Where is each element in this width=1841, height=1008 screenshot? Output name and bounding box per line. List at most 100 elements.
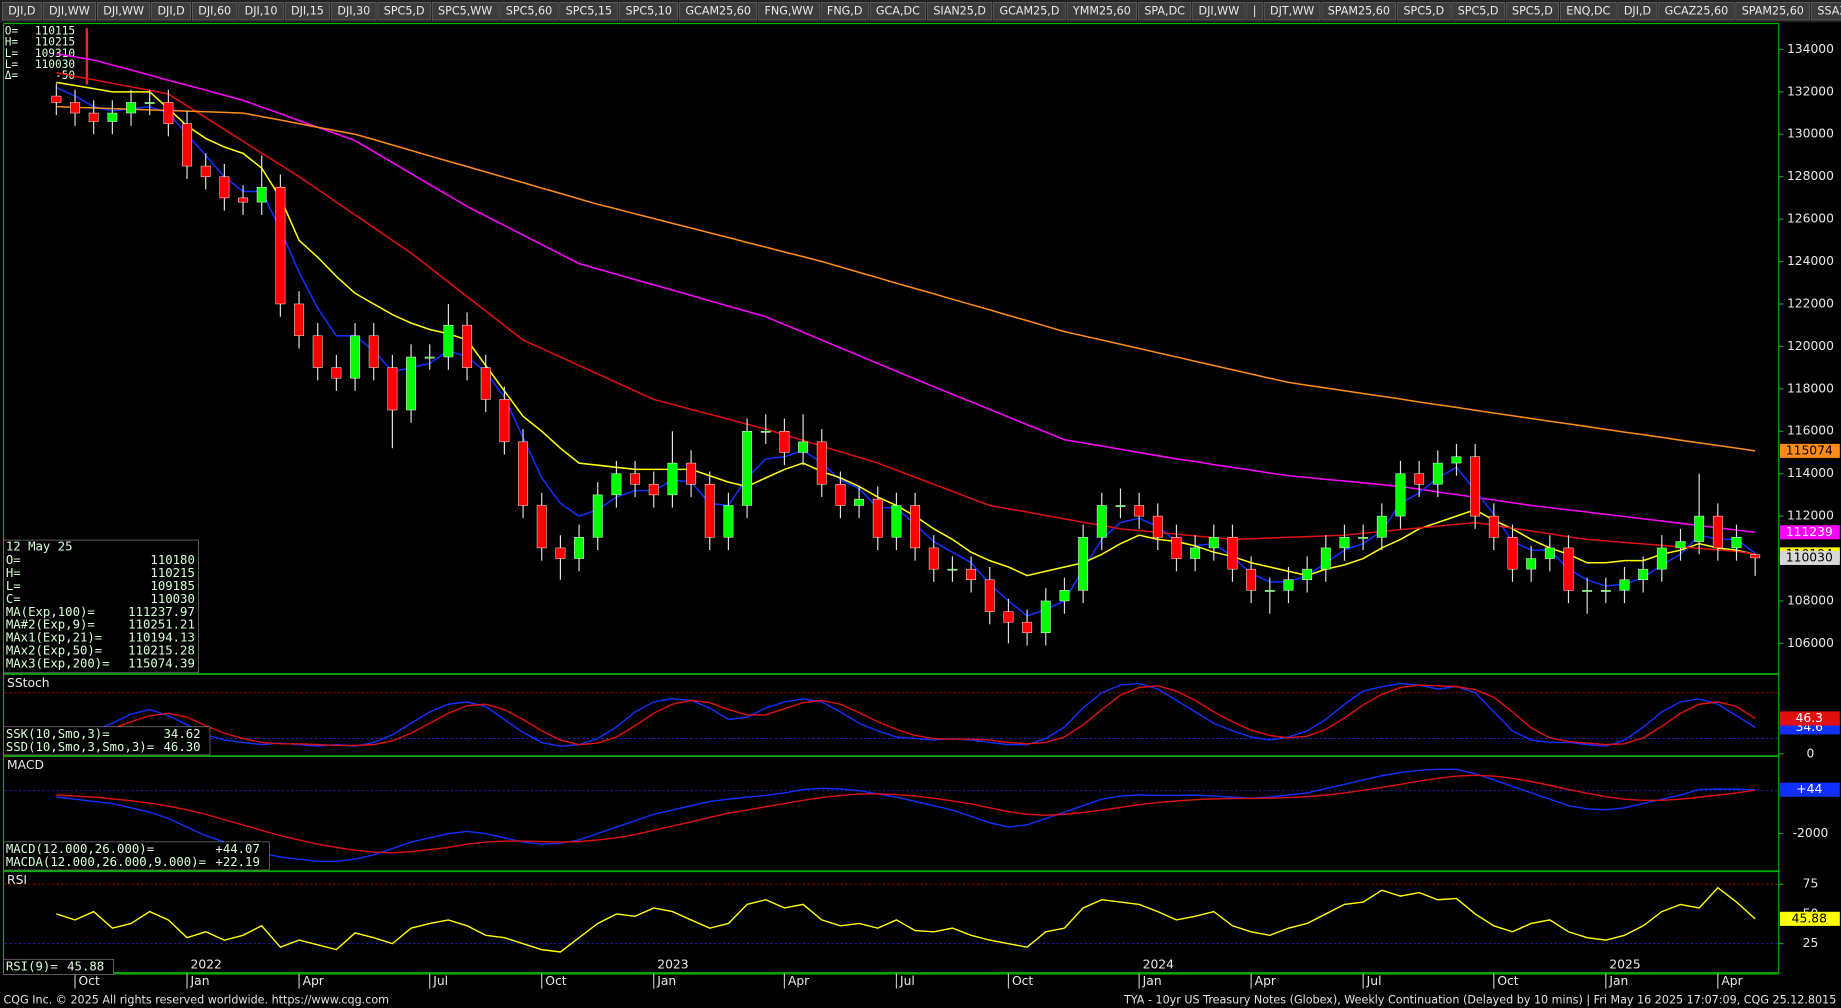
legend-box [3, 726, 211, 756]
tab-label: SIAN25,D [933, 5, 986, 18]
quote-value: 110115 [35, 25, 75, 38]
candle-body [1638, 568, 1649, 580]
candle-body [1171, 537, 1182, 559]
tab-label: SPC5,D [1512, 5, 1553, 18]
tab[interactable] [993, 2, 1066, 21]
candle-body [1283, 579, 1294, 591]
x-year-label: 2023 [657, 958, 688, 972]
tab[interactable] [1138, 2, 1192, 21]
y-tick-label: 116000 [1787, 424, 1834, 438]
tab[interactable] [1192, 2, 1246, 21]
quote-value: 110215 [35, 36, 75, 49]
y-tick-label: 124000 [1787, 254, 1834, 268]
x-tick-label: Apr [788, 974, 810, 988]
x-tick-label: Jan [190, 974, 210, 988]
panel-title: SStoch [7, 676, 50, 690]
candle-body [350, 335, 360, 379]
y-tick-label: 106000 [1787, 636, 1834, 650]
tab[interactable] [1560, 2, 1617, 21]
candle-body [1302, 568, 1313, 580]
candle-body [256, 187, 267, 203]
tab[interactable] [151, 2, 191, 21]
indicator-line [56, 774, 1756, 854]
tab[interactable] [820, 2, 869, 21]
y-tick-label: 108000 [1787, 593, 1834, 607]
value-badge-label: 46.3 [1796, 711, 1823, 725]
x-tick-label: Oct [1012, 974, 1033, 988]
tab[interactable] [869, 2, 927, 21]
info-value: 110194.13 [128, 631, 195, 645]
tab[interactable] [1263, 2, 1321, 21]
candle-body [1451, 456, 1462, 464]
candle-body [1096, 505, 1107, 538]
tab[interactable] [1246, 2, 1263, 21]
tab[interactable] [758, 2, 820, 21]
x-tick-label: Apr [1255, 974, 1277, 988]
candle-body [611, 473, 622, 496]
tab[interactable] [2, 2, 42, 21]
quote-label: H= [5, 36, 19, 49]
candle-body [443, 324, 454, 358]
footer-right: TYA - 10yr US Treasury Notes (Globex), W… [1123, 993, 1836, 1006]
candle-body [630, 473, 641, 485]
candle-body [312, 335, 323, 368]
tab[interactable] [619, 2, 679, 21]
x-tick-label: Oct [1497, 974, 1518, 988]
candle-body [686, 462, 697, 485]
x-tick-label: Jan [1142, 974, 1162, 988]
y-tick-label: -2000 [1793, 826, 1829, 840]
legend-value: 46.30 [164, 740, 201, 754]
tab[interactable] [431, 2, 499, 21]
tab[interactable] [1617, 2, 1658, 21]
tab[interactable] [284, 2, 331, 21]
y-tick-label: 130000 [1787, 127, 1834, 141]
tab[interactable] [331, 2, 377, 21]
tab[interactable] [1505, 2, 1559, 21]
info-label: C= [6, 592, 21, 606]
candle-body [219, 176, 230, 199]
tab[interactable] [1735, 2, 1811, 21]
candle-body [51, 95, 62, 103]
tab[interactable] [97, 2, 151, 21]
x-year-label: 2025 [1609, 958, 1640, 972]
candle-body [294, 303, 304, 337]
tab[interactable] [679, 2, 758, 21]
tab[interactable] [559, 2, 619, 21]
candle-body [1040, 600, 1051, 634]
tab[interactable] [1658, 2, 1735, 21]
candle-body [163, 102, 174, 124]
tab[interactable] [1397, 2, 1451, 21]
y-tick-label: 128000 [1787, 169, 1834, 183]
tab[interactable] [42, 2, 96, 21]
candle-body [462, 324, 472, 368]
tab[interactable] [1451, 2, 1505, 21]
candle-body [1675, 541, 1686, 549]
x-tick-label: Jul [1366, 974, 1382, 988]
candle-body [126, 102, 136, 114]
candle-body [536, 505, 547, 549]
candle-body [144, 102, 155, 104]
candle-body [648, 484, 659, 496]
tab[interactable] [192, 2, 238, 21]
candle-body [424, 356, 435, 359]
tab[interactable] [1811, 2, 1841, 21]
tab[interactable] [377, 2, 431, 21]
candle-body [798, 441, 809, 453]
candle-body [1619, 579, 1630, 591]
y-tick-label: 122000 [1787, 296, 1834, 310]
tab-label: DJT,WW [1270, 5, 1314, 18]
tab-label: FNG,D [827, 5, 863, 18]
candle-body [200, 165, 211, 177]
candle-body [368, 335, 379, 368]
tab[interactable] [927, 2, 993, 21]
tab[interactable] [1321, 2, 1397, 21]
y-tick-label: 0 [1807, 746, 1815, 760]
tab[interactable] [238, 2, 284, 21]
tab[interactable] [1066, 2, 1138, 21]
tab[interactable] [499, 2, 559, 21]
tab-label: SPC5,10 [626, 5, 672, 18]
candle-body [1003, 611, 1014, 623]
legend-label: MACDA(12.000,26.000,9.000)= [6, 855, 206, 869]
candle-body [499, 399, 510, 443]
